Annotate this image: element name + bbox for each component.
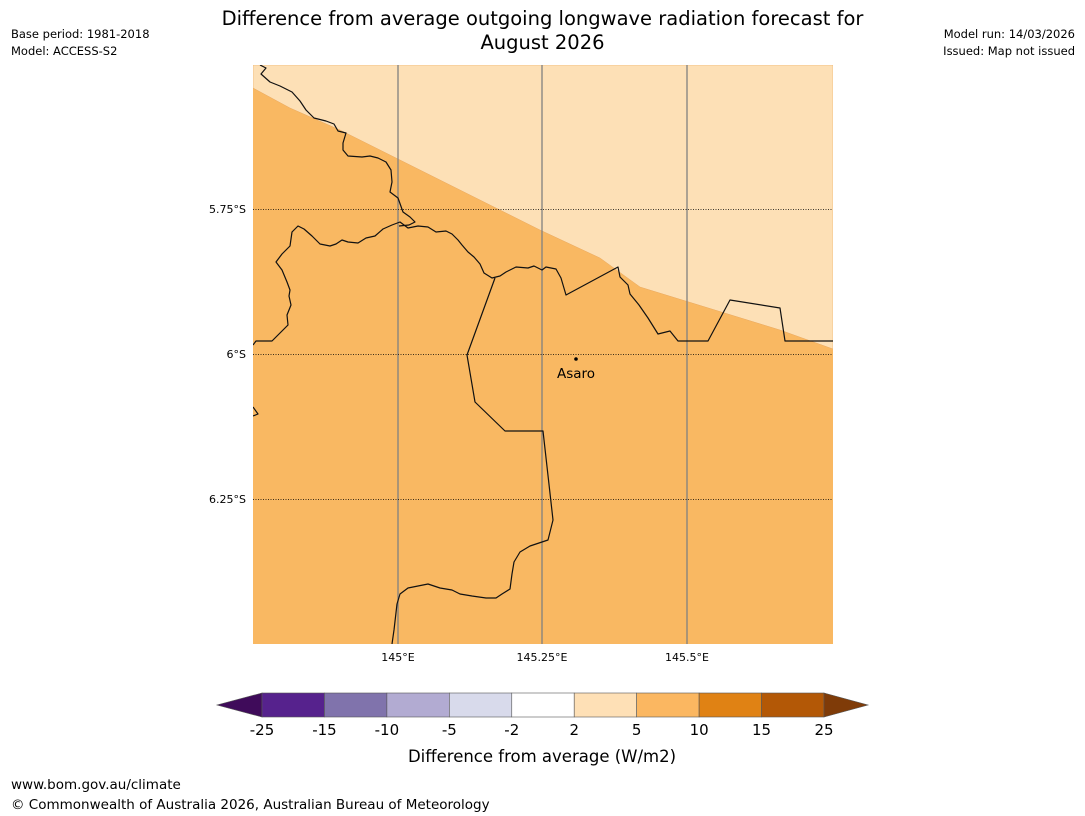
place-label-asaro: Asaro bbox=[557, 366, 595, 382]
colorbar-tick-label: -25 bbox=[250, 721, 275, 739]
colorbar-swatch bbox=[761, 692, 825, 718]
colorbar-title: Difference from average (W/m2) bbox=[408, 747, 676, 766]
colorbar-tick-label: 25 bbox=[814, 721, 833, 739]
colorbar-tick-label: 2 bbox=[569, 721, 579, 739]
lat-label-5-75s: 5.75°S bbox=[209, 203, 246, 216]
colorbar-tick-label: -5 bbox=[442, 721, 457, 739]
model-run: Model run: 14/03/2026 bbox=[943, 27, 1075, 41]
border-eastern-highlands bbox=[391, 277, 554, 644]
lat-label-6s: 6°S bbox=[227, 348, 246, 361]
colorbar-tick-labels: -25 -15 -10 -5 -2 2 5 10 15 25 bbox=[250, 721, 834, 739]
colorbar-tick-label: 15 bbox=[752, 721, 771, 739]
colorbar-swatch bbox=[324, 692, 388, 718]
border-north-west bbox=[253, 221, 833, 346]
province-borders bbox=[253, 65, 833, 644]
colorbar-swatch bbox=[261, 692, 325, 718]
place-marker-asaro[interactable] bbox=[574, 357, 578, 361]
footer-copyright: © Commonwealth of Australia 2026, Austra… bbox=[11, 797, 490, 813]
border-northern bbox=[259, 65, 416, 227]
map-area[interactable]: Asaro bbox=[253, 65, 833, 644]
lon-label-145-5e: 145.5°E bbox=[665, 651, 709, 664]
border-coast-fragment bbox=[253, 406, 259, 417]
colorbar-tick-label: -15 bbox=[312, 721, 337, 739]
colorbar-swatch bbox=[449, 692, 513, 718]
meta-left: Base period: 1981-2018 Model: ACCESS-S2 bbox=[11, 26, 150, 60]
colorbar-tick-label: 5 bbox=[632, 721, 642, 739]
issued-status: Issued: Map not issued bbox=[943, 44, 1075, 58]
footer-url[interactable]: www.bom.gov.au/climate bbox=[11, 777, 181, 793]
colorbar-swatch bbox=[386, 692, 450, 718]
model-name: Model: ACCESS-S2 bbox=[11, 44, 118, 58]
colorbar-tick-label: -10 bbox=[375, 721, 400, 739]
map-figure[interactable]: Asaro 5.75°S 6°S 6.25°S 145°E 145.25°E 1… bbox=[0, 0, 1085, 680]
lat-label-6-25s: 6.25°S bbox=[209, 493, 246, 506]
lon-label-145e: 145°E bbox=[381, 651, 414, 664]
colorbar-swatch bbox=[698, 692, 762, 718]
meta-right: Model run: 14/03/2026 Issued: Map not is… bbox=[943, 26, 1075, 60]
title-line-2: August 2026 bbox=[480, 31, 605, 54]
lon-label-145-25e: 145.25°E bbox=[517, 651, 568, 664]
colorbar-extend-low bbox=[215, 692, 263, 718]
map-title: Difference from average outgoing longwav… bbox=[190, 7, 895, 55]
base-period: Base period: 1981-2018 bbox=[11, 27, 150, 41]
colorbar-swatches bbox=[215, 692, 870, 718]
colorbar-swatch bbox=[636, 692, 700, 718]
title-line-1: Difference from average outgoing longwav… bbox=[221, 7, 864, 30]
colorbar-extend-high bbox=[823, 692, 870, 718]
colorbar-swatch bbox=[573, 692, 637, 718]
colorbar-tick-label: 10 bbox=[690, 721, 709, 739]
footer: www.bom.gov.au/climate © Commonwealth of… bbox=[11, 775, 490, 815]
colorbar-tick-label: -2 bbox=[504, 721, 519, 739]
colorbar-swatch bbox=[511, 692, 575, 718]
